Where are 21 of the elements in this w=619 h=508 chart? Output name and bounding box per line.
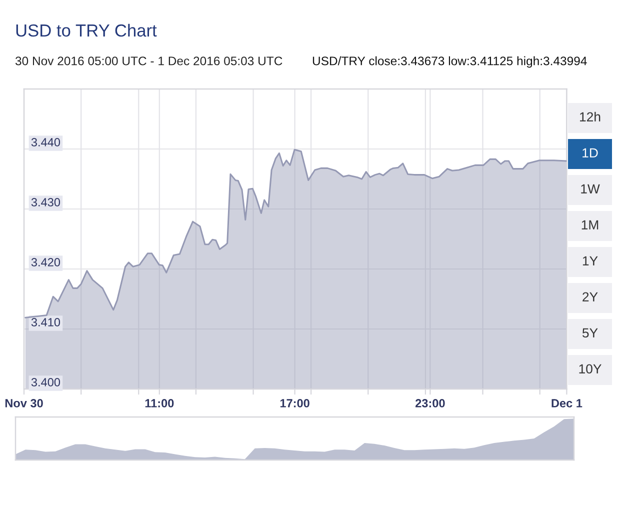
y-tick-label: 3.440 <box>31 138 60 146</box>
x-tick-label: 11:00 <box>145 399 174 408</box>
text: 10Y <box>579 364 602 374</box>
text: 2Y <box>582 292 598 302</box>
y-tick-label: 3.420 <box>31 258 60 266</box>
text: 5Y <box>582 328 598 338</box>
chart-subtitle: 30 Nov 2016 05:00 UTC - 1 Dec 2016 05:03 UTC <box>15 56 282 66</box>
y-tick-label: 3.400 <box>31 378 60 386</box>
y-tick-label: 3.410 <box>31 318 60 326</box>
text: 1W <box>581 184 600 194</box>
x-tick-label: 17:00 <box>280 399 310 408</box>
text: 12h <box>580 112 600 122</box>
x-tick-label: Nov 30 <box>5 399 43 408</box>
text: 1M <box>582 220 598 230</box>
y-tick-label: 3.430 <box>31 198 60 206</box>
chart-title: USD to TRY Chart <box>16 24 157 37</box>
text: USD/TRY close:3.43673 low:3.41125 high:3.43994 <box>312 56 587 68</box>
x-tick-label: Dec 1 <box>552 399 582 408</box>
text: 1Y <box>582 256 598 266</box>
x-tick-label: 23:00 <box>415 399 445 408</box>
text: 1D <box>582 148 598 158</box>
